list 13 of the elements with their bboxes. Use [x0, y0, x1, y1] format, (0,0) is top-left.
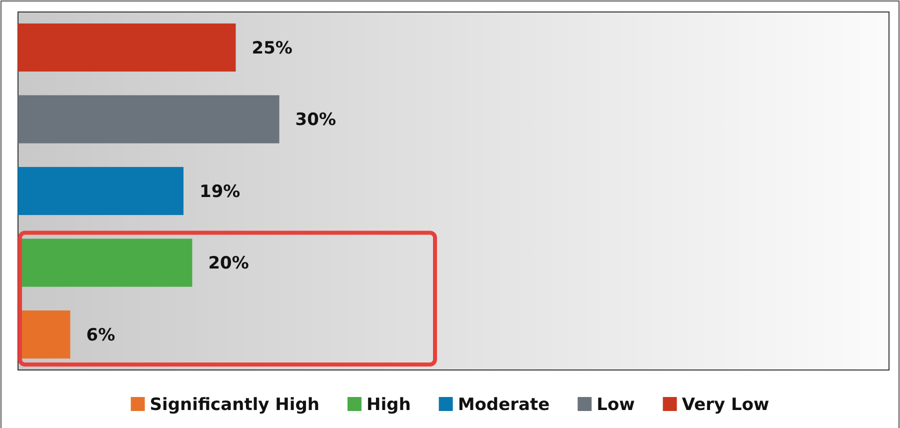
bar: [18, 23, 236, 72]
text: Very Low: [682, 394, 770, 415]
data-label: 6%: [86, 325, 116, 346]
text: High: [366, 394, 411, 415]
text: Moderate: [458, 394, 550, 415]
bar: [18, 95, 280, 144]
text: Low: [596, 394, 636, 415]
bar: [18, 166, 184, 216]
data-label: 19%: [199, 182, 240, 202]
data-label: 20%: [208, 254, 249, 274]
data-label: 25%: [252, 38, 292, 58]
text: Significantly High: [150, 394, 320, 415]
data-label: 30%: [295, 110, 336, 130]
